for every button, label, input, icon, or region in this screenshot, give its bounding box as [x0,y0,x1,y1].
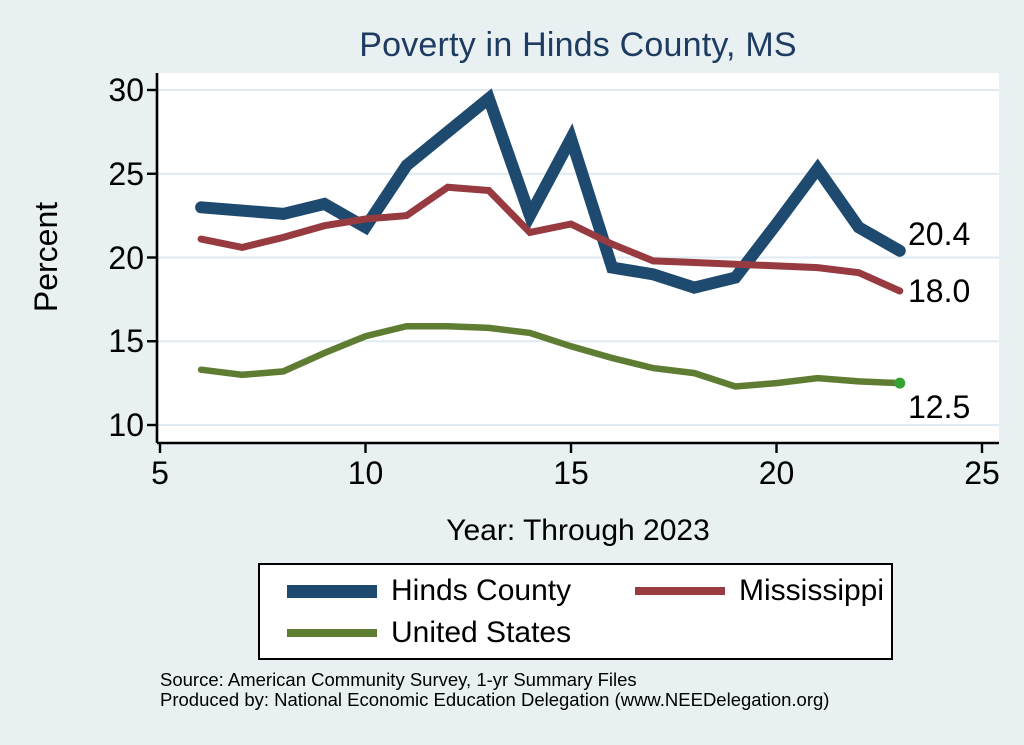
end-label-united-states: 12.5 [908,389,971,426]
x-axis-tick-label: 20 [758,455,795,491]
x-axis-tick-label: 5 [151,455,169,491]
produced-by-line: Produced by: National Economic Education… [160,689,830,710]
legend-label-united-states: United States [391,616,572,649]
x-axis-title: Year: Through 2023 [446,514,710,547]
legend-item-hinds-county: Hinds County [287,574,635,608]
y-axis-title: Percent [28,201,64,313]
y-axis-tick-label: 20 [108,239,144,276]
legend-item-united-states: United States [287,616,635,650]
x-axis-tick-label: 10 [347,455,384,491]
series-line-mississippi [197,183,904,295]
x-axis-tick-label: 25 [964,455,1000,491]
legend: Hinds County Mississippi United States [258,563,893,660]
legend-label-mississippi: Mississippi [739,574,885,607]
legend-swatch-mississippi [635,587,725,595]
end-label-mississippi: 18.0 [908,273,971,309]
series-end-marker-united-states [894,377,906,389]
y-axis-tick-label: 15 [108,323,144,360]
x-axis-tick-label: 15 [553,455,589,491]
legend-swatch-united-states [287,629,377,637]
y-axis-tick-label: 30 [108,72,144,108]
legend-label-hinds-county: Hinds County [391,574,572,607]
page-title: Poverty in Hinds County, MS [359,26,797,64]
series-line-hinds-county [195,88,906,294]
legend-item-mississippi: Mississippi [635,574,891,608]
source-line: Source: American Community Survey, 1-yr … [160,669,637,690]
end-label-hinds-county: 20.4 [908,215,971,252]
y-axis-tick-label: 10 [108,407,144,443]
series-line-united-states [197,322,904,390]
legend-swatch-hinds-county [287,584,377,598]
y-axis-tick-label: 25 [108,155,144,192]
